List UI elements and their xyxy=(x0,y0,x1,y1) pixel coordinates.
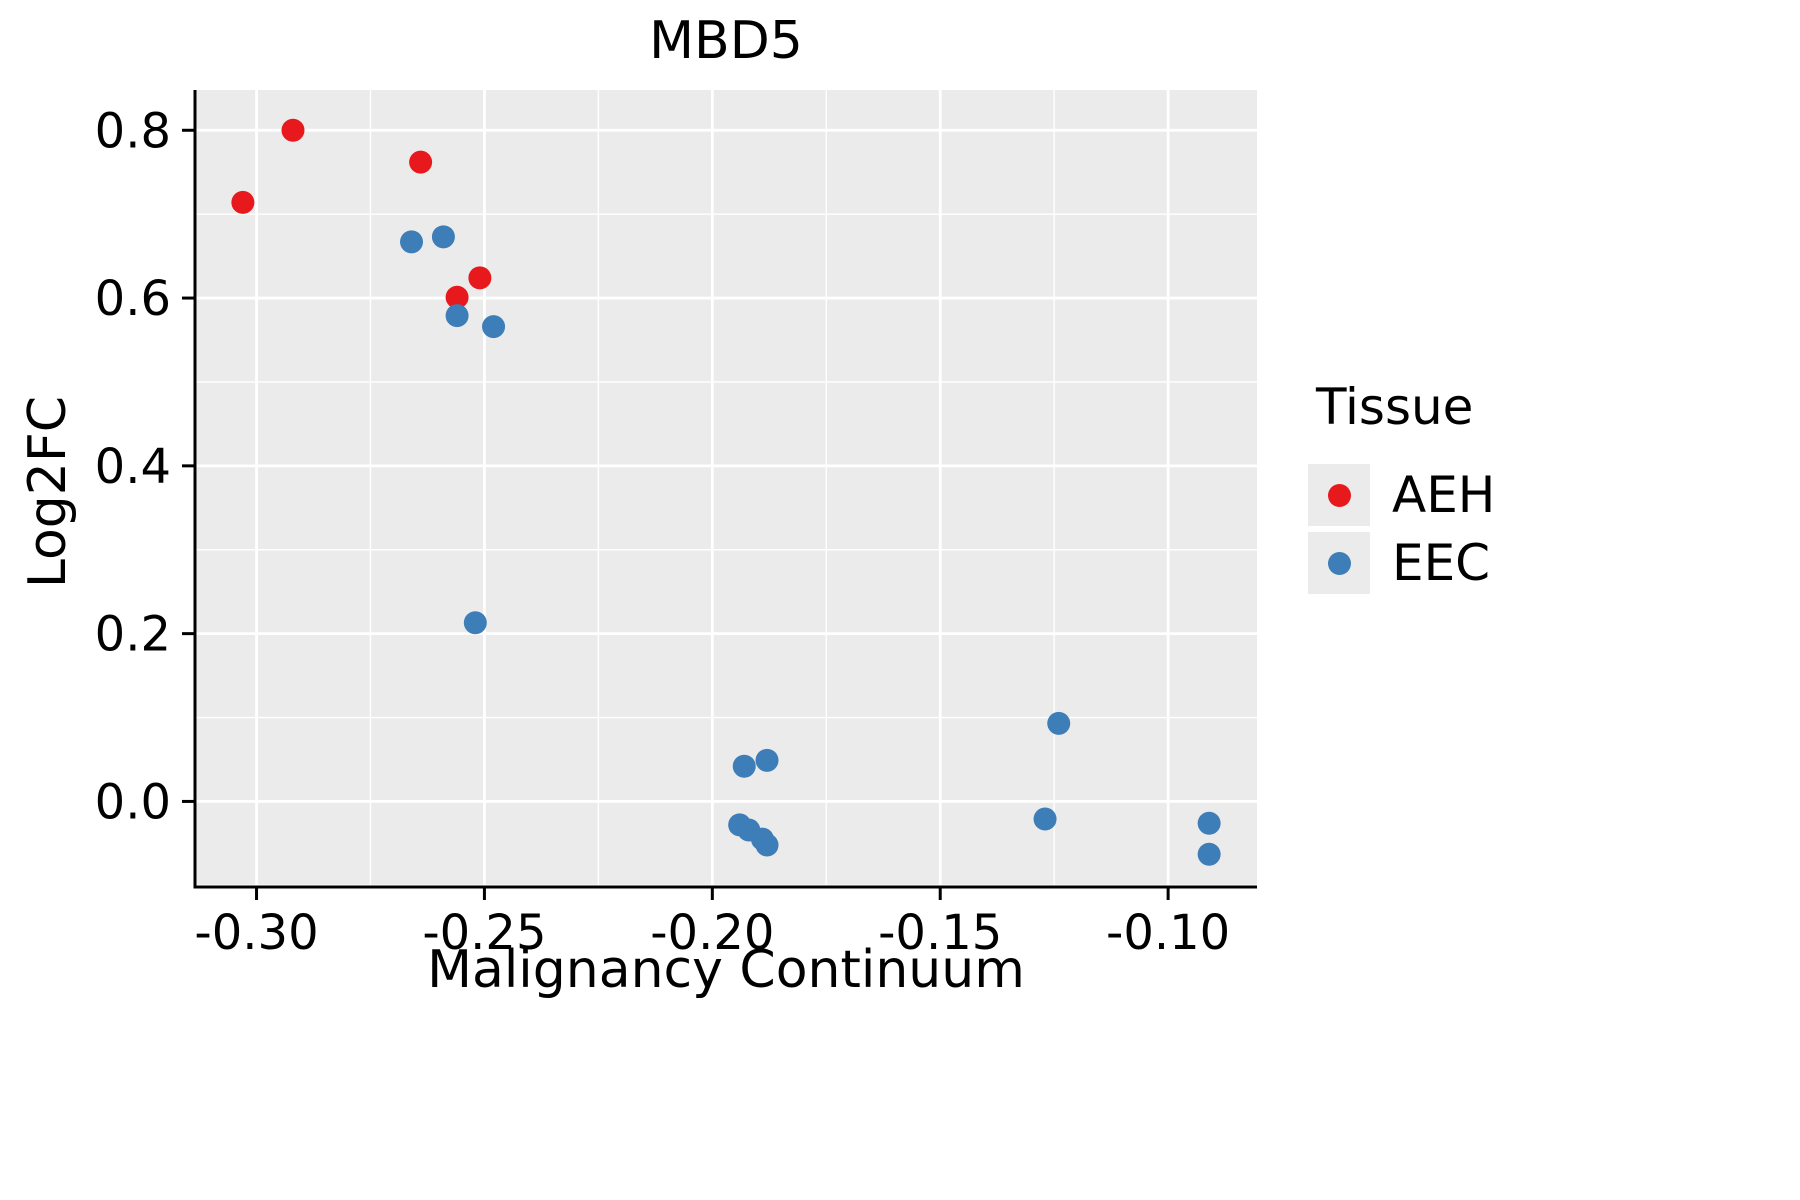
x-tick-label: -0.20 xyxy=(650,905,774,961)
x-axis-label: Malignancy Continuum xyxy=(427,940,1025,1000)
data-point-eec xyxy=(1197,842,1221,866)
chart-title: MBD5 xyxy=(649,11,803,71)
data-point-eec xyxy=(1047,711,1071,735)
data-point-eec xyxy=(1197,811,1221,835)
x-tick-label: -0.25 xyxy=(422,905,546,961)
plot-panel xyxy=(195,90,1257,887)
legend-entry-aeh: AEH xyxy=(1308,464,1495,526)
data-point-aeh xyxy=(468,266,492,290)
x-tick-label: -0.30 xyxy=(194,905,318,961)
y-tick-label: 0.4 xyxy=(95,439,171,495)
data-point-eec xyxy=(755,833,779,857)
legend-title: Tissue xyxy=(1316,378,1474,436)
data-point-aeh xyxy=(231,190,255,214)
y-axis-label: Log2FC xyxy=(18,395,78,589)
x-tick-label: -0.10 xyxy=(1106,905,1230,961)
data-point-eec xyxy=(463,611,487,635)
legend-entry-eec: EEC xyxy=(1308,532,1495,594)
legend: Tissue AEH EEC xyxy=(1308,378,1495,600)
y-tick-label: 0.8 xyxy=(95,103,171,159)
legend-label-aeh: AEH xyxy=(1392,466,1496,524)
data-point-eec xyxy=(1033,807,1057,831)
y-tick-label: 0.2 xyxy=(95,607,171,663)
y-tick-label: 0.0 xyxy=(95,774,171,830)
y-tick-label: 0.6 xyxy=(95,271,171,327)
data-point-aeh xyxy=(409,150,433,174)
data-point-aeh xyxy=(445,285,469,309)
aeh-point-icon xyxy=(1327,483,1351,507)
data-point-eec xyxy=(482,315,506,339)
legend-key-eec xyxy=(1308,532,1370,594)
data-point-eec xyxy=(732,754,756,778)
eec-point-icon xyxy=(1327,551,1351,575)
data-point-eec xyxy=(431,225,455,249)
x-tick-label: -0.15 xyxy=(878,905,1002,961)
legend-key-aeh xyxy=(1308,464,1370,526)
legend-label-eec: EEC xyxy=(1392,534,1491,592)
data-point-eec xyxy=(755,748,779,772)
data-point-aeh xyxy=(281,118,305,142)
data-point-eec xyxy=(400,230,424,254)
data-point-eec xyxy=(445,304,469,328)
